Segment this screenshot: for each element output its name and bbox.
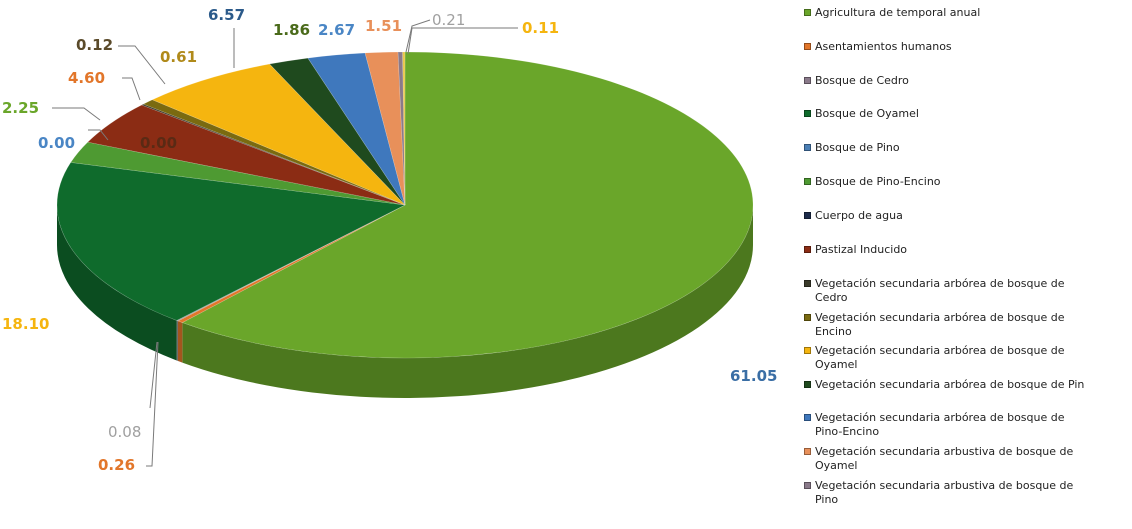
pie-slice-13 — [364, 51, 406, 206]
legend-label: Vegetación secundaria arbórea de bosque … — [815, 378, 1085, 391]
legend-swatch — [804, 448, 811, 455]
legend-item: Bosque de Cedro — [804, 74, 1124, 88]
legend-label: Vegetación secundaria arbórea de bosque … — [815, 277, 1065, 304]
pie-slice-10 — [151, 63, 406, 206]
leader-line-8 — [118, 45, 166, 85]
legend-swatch — [804, 347, 811, 354]
data-label-8: 0.12 — [76, 36, 113, 54]
data-label-0: 61.05 — [730, 367, 777, 385]
legend-item: Vegetación secundaria arbórea de bosque … — [804, 277, 1124, 305]
pie-side-wall — [56, 205, 754, 399]
pie-side-segment-1-0 — [177, 320, 183, 363]
legend-label: Agricultura de temporal anual — [815, 6, 981, 19]
legend-item: Vegetación secundaria arbustiva de bosqu… — [804, 445, 1124, 473]
legend-swatch — [804, 212, 811, 219]
pie-slice-3 — [56, 162, 407, 321]
pie-side-segment-0-0 — [182, 205, 754, 399]
data-label-4: 0.00 — [38, 134, 75, 152]
pie-slice-14 — [397, 51, 406, 206]
pie-slice-11 — [269, 57, 406, 206]
legend-item: Asentamientos humanos — [804, 40, 1124, 54]
legend-label: Bosque de Pino-Encino — [815, 175, 941, 188]
legend-swatch — [804, 280, 811, 287]
pie-side-segment-2-0 — [176, 320, 178, 361]
pie-top-face — [56, 51, 754, 359]
data-label-11: 1.86 — [273, 21, 310, 39]
legend-label: Vegetación secundaria arbórea de bosque … — [815, 311, 1065, 338]
legend-swatch — [804, 414, 811, 421]
pie-slice-5 — [70, 141, 406, 206]
legend-label: Cuerpo de agua — [815, 209, 903, 222]
data-label-3: 18.10 — [2, 315, 49, 333]
data-label-7: 4.60 — [68, 69, 105, 87]
legend-item: Vegetación secundaria arbórea de bosque … — [804, 344, 1124, 372]
pie-data-labels: 61.05 0.26 0.08 18.10 0.00 2.25 0.00 4.60 0.12 0.… — [2, 6, 777, 474]
data-label-15: 0.11 — [522, 19, 559, 37]
pie-slice-12 — [307, 52, 406, 206]
legend-swatch — [804, 43, 811, 50]
legend-item: Cuerpo de agua — [804, 209, 1124, 223]
data-label-1: 0.26 — [98, 456, 135, 474]
legend-item: Bosque de Pino — [804, 141, 1124, 155]
legend-item: Vegetación secundaria arbórea de bosque … — [804, 411, 1124, 439]
leader-line-15 — [407, 27, 518, 55]
legend-swatch — [804, 381, 811, 388]
legend-label: Bosque de Oyamel — [815, 107, 919, 120]
data-label-10: 6.57 — [208, 6, 245, 24]
leader-line-7 — [122, 77, 141, 101]
pie-slice-0 — [181, 51, 754, 359]
leader-line-4 — [88, 129, 109, 141]
legend-swatch — [804, 178, 811, 185]
pie-leader-lines — [52, 19, 518, 467]
data-label-6: 0.00 — [140, 134, 177, 152]
leader-line-1 — [146, 341, 159, 467]
leader-line-14 — [405, 19, 431, 53]
pie-chart: 61.05 0.26 0.08 18.10 0.00 2.25 0.00 4.60 0.12 0.… — [2, 6, 777, 474]
leader-line-5 — [52, 107, 101, 121]
data-label-9: 0.61 — [160, 48, 197, 66]
legend-swatch — [804, 314, 811, 321]
pie-slice-1 — [177, 204, 406, 323]
legend-swatch — [804, 77, 811, 84]
legend-label: Vegetación secundaria arbórea de bosque … — [815, 344, 1065, 371]
legend-swatch — [804, 9, 811, 16]
legend-label: Bosque de Cedro — [815, 74, 909, 87]
pie-slice-2 — [175, 204, 406, 322]
legend-swatch — [804, 110, 811, 117]
pie-slice-15 — [402, 51, 406, 206]
pie-slice-7 — [87, 104, 406, 206]
legend-item: Bosque de Pino-Encino — [804, 175, 1124, 189]
legend-item: Vegetación secundaria arbustiva de bosqu… — [804, 479, 1124, 507]
legend-item: Pastizal Inducido — [804, 243, 1124, 257]
data-label-12: 2.67 — [318, 21, 355, 39]
legend-item: Agricultura de temporal anual — [804, 6, 1124, 20]
data-label-5: 2.25 — [2, 99, 39, 117]
data-label-2: 0.08 — [108, 423, 141, 441]
legend-label: Vegetación secundaria arbórea de bosque … — [815, 411, 1065, 438]
legend-label: Bosque de Pino — [815, 141, 900, 154]
legend-label: Pastizal Inducido — [815, 243, 908, 256]
legend-item: Vegetación secundaria arbórea de bosque … — [804, 311, 1124, 339]
data-label-14: 0.21 — [432, 11, 465, 29]
legend-item: Bosque de Oyamel — [804, 107, 1124, 121]
legend-label: Vegetación secundaria arbustiva de bosqu… — [815, 479, 1074, 506]
legend-label: Asentamientos humanos — [815, 40, 952, 53]
pie-side-segment-3-0 — [56, 205, 177, 361]
pie-slice-8 — [140, 103, 406, 206]
legend-swatch — [804, 482, 811, 489]
pie-slice-9 — [142, 99, 406, 206]
legend-swatch — [804, 246, 811, 253]
legend-label: Vegetación secundaria arbustiva de bosqu… — [815, 445, 1074, 472]
data-label-13: 1.51 — [365, 17, 402, 35]
legend-item: Vegetación secundaria arbórea de bosque … — [804, 378, 1124, 392]
leader-line-2 — [149, 341, 158, 409]
legend-swatch — [804, 144, 811, 151]
